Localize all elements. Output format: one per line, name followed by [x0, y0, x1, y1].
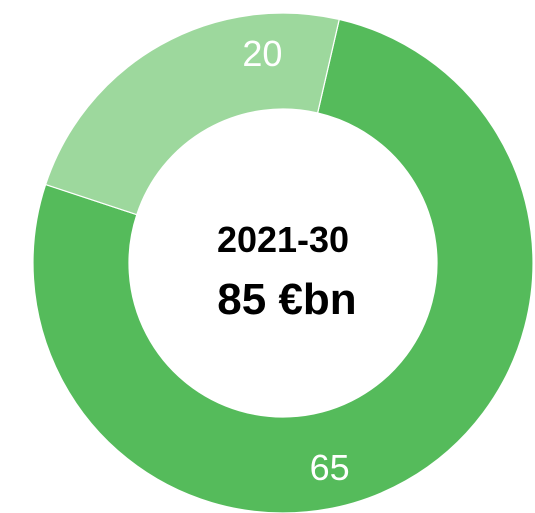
- center-period-label: 2021-30: [217, 219, 349, 260]
- center-total-label: 85 €bn: [217, 275, 356, 324]
- donut-slices: [32, 12, 534, 513]
- slice-value-label-1: 65: [310, 447, 350, 488]
- donut-slice-labels: 65 20: [242, 33, 349, 488]
- slice-value-label-2: 20: [242, 33, 282, 74]
- donut-slice-2: [44, 12, 340, 216]
- donut-slice-1: [32, 18, 534, 513]
